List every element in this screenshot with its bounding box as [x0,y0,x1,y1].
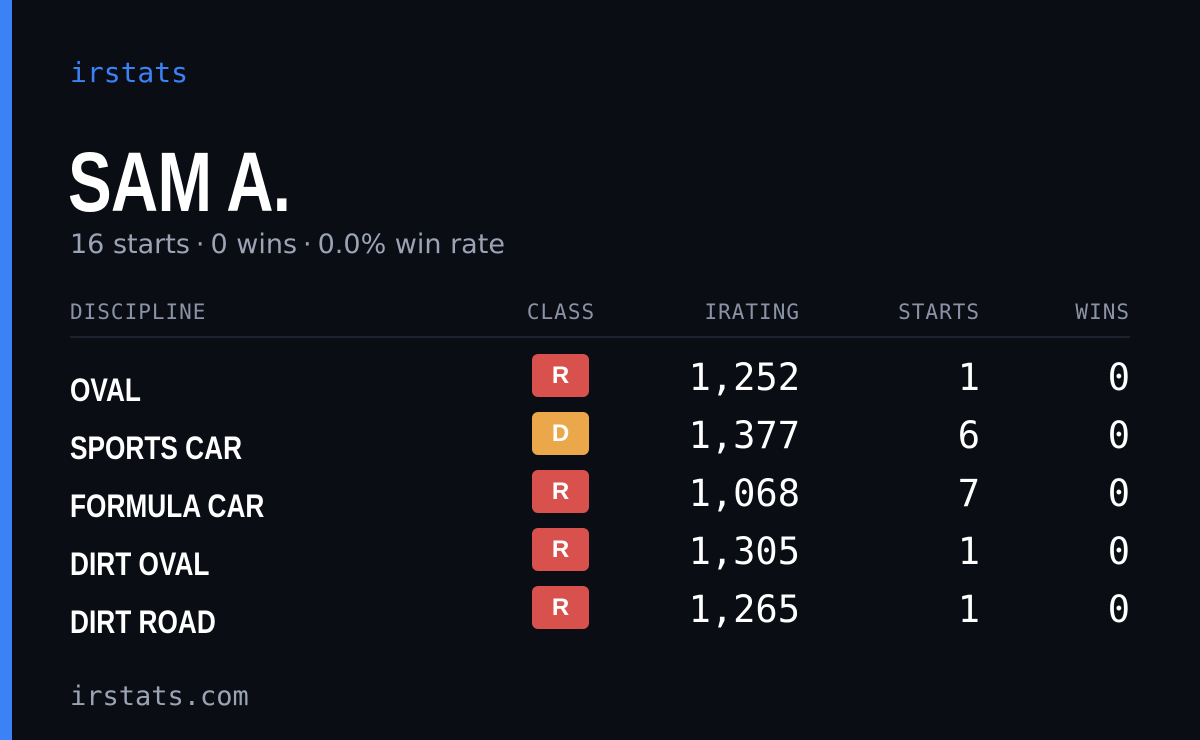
driver-name: SAM A. [68,135,291,229]
class-badge: R [532,528,589,571]
class-badge: R [532,354,589,397]
table-row: FORMULA CAR R 1,068 7 0 [70,470,1130,528]
table-row: OVAL R 1,252 1 0 [70,354,1130,412]
header-discipline: DISCIPLINE [70,300,207,324]
stats-table: DISCIPLINE CLASS IRATING STARTS WINS OVA… [70,296,1130,644]
accent-bar [0,0,12,740]
driver-summary: 16 starts · 0 wins · 0.0% win rate [70,228,505,262]
table-row: SPORTS CAR D 1,377 6 0 [70,412,1130,470]
header-class: CLASS [526,300,596,324]
discipline-name: OVAL [70,372,141,408]
starts-value: 6 [957,414,980,457]
wins-value: 0 [1107,530,1130,573]
summary-separator: · [303,229,312,260]
discipline-name: SPORTS CAR [70,430,243,466]
table-row: DIRT OVAL R 1,305 1 0 [70,528,1130,586]
irating-value: 1,265 [688,588,800,631]
wins-value: 0 [1107,414,1130,457]
summary-wins: 0 wins [210,229,298,260]
starts-value: 1 [957,588,980,631]
summary-starts: 16 starts [70,229,190,260]
class-badge: R [532,470,589,513]
table-row: DIRT ROAD R 1,265 1 0 [70,586,1130,644]
discipline-name: DIRT OVAL [70,546,210,582]
summary-win-rate: 0.0% win rate [317,229,505,260]
starts-value: 1 [957,356,980,399]
footer-url: irstats.com [70,681,249,712]
irating-value: 1,377 [688,414,800,457]
wins-value: 0 [1107,472,1130,515]
discipline-name: FORMULA CAR [70,488,265,524]
wins-value: 0 [1107,588,1130,631]
summary-separator: · [195,229,205,260]
irating-value: 1,068 [688,472,800,515]
header-irating: IRATING [704,300,800,324]
irating-value: 1,305 [688,530,800,573]
brand-logo: irstats [70,56,189,89]
irating-value: 1,252 [688,356,800,399]
discipline-name: DIRT ROAD [70,604,216,640]
starts-value: 1 [957,530,980,573]
header-starts: STARTS [898,300,980,324]
table-header: DISCIPLINE CLASS IRATING STARTS WINS [70,296,1130,338]
table-body: OVAL R 1,252 1 0 SPORTS CAR D 1,377 6 0 … [70,354,1130,644]
class-badge: R [532,586,589,629]
class-badge: D [532,412,589,455]
wins-value: 0 [1107,356,1130,399]
starts-value: 7 [957,472,980,515]
header-wins: WINS [1075,300,1130,324]
